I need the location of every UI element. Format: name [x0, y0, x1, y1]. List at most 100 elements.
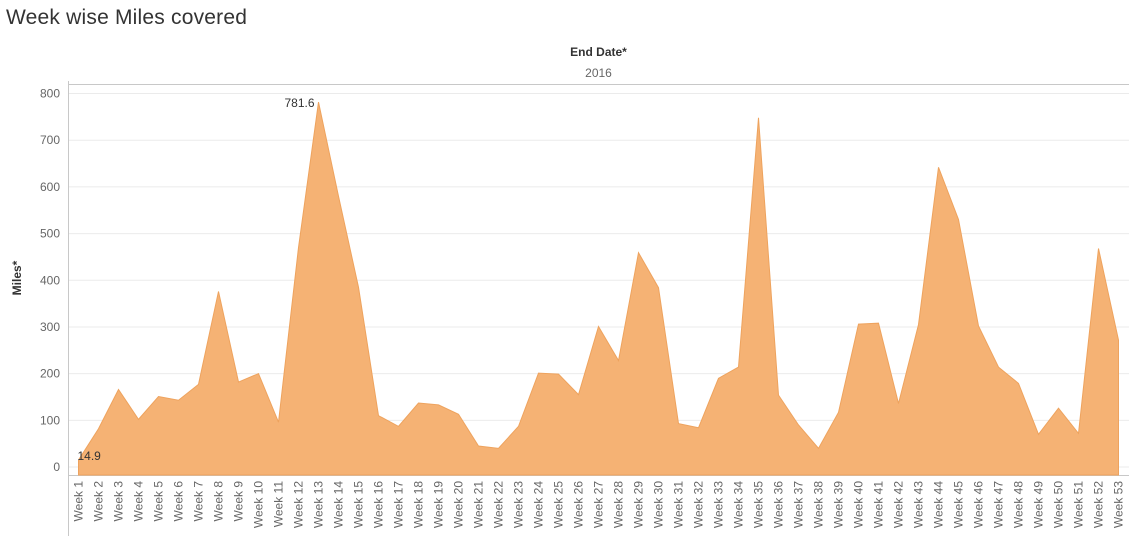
- data-point[interactable]: [316, 99, 322, 105]
- data-point[interactable]: [156, 394, 162, 400]
- y-tick-labels: 0 100 200 300 400 500 600 700 800: [40, 87, 60, 475]
- data-point[interactable]: [656, 285, 662, 291]
- x-tick-label: Week 2: [92, 481, 106, 522]
- data-point[interactable]: [696, 425, 702, 431]
- data-point[interactable]: [756, 115, 762, 121]
- data-point[interactable]: [236, 379, 242, 385]
- area-fill[interactable]: [78, 101, 1119, 476]
- data-point[interactable]: [1076, 430, 1082, 436]
- x-tick-label: Week 3: [112, 481, 126, 522]
- data-point[interactable]: [676, 421, 682, 427]
- data-point[interactable]: [516, 423, 522, 429]
- data-point[interactable]: [396, 423, 402, 429]
- data-point[interactable]: [256, 371, 262, 377]
- data-point[interactable]: [496, 445, 502, 451]
- data-point[interactable]: [576, 392, 582, 398]
- y-tick-label: 800: [40, 87, 60, 101]
- data-point[interactable]: [876, 320, 882, 326]
- x-tick-label: Week 52: [1092, 481, 1106, 528]
- data-point[interactable]: [336, 193, 342, 199]
- x-tick-label: Week 27: [592, 481, 606, 528]
- data-point[interactable]: [436, 402, 442, 408]
- data-label: 14.9: [78, 449, 102, 463]
- x-tick-label: Week 26: [572, 481, 586, 528]
- data-point[interactable]: [376, 413, 382, 419]
- data-point[interactable]: [896, 401, 902, 407]
- y-tick-label: 200: [40, 367, 60, 381]
- y-tick-label: 100: [40, 413, 60, 427]
- data-point[interactable]: [556, 371, 562, 377]
- x-tick-label: Week 36: [772, 481, 786, 528]
- data-point[interactable]: [996, 364, 1002, 370]
- x-tick-label: Week 25: [552, 481, 566, 528]
- data-point[interactable]: [356, 284, 362, 290]
- y-tick-label: 500: [40, 227, 60, 241]
- column-header-dimension: End Date*: [570, 45, 627, 59]
- x-tick-label: Week 30: [652, 481, 666, 528]
- data-point[interactable]: [416, 400, 422, 406]
- x-tick-label: Week 4: [132, 481, 146, 522]
- x-tick-label: Week 40: [852, 481, 866, 528]
- x-tick-label: Week 49: [1032, 481, 1046, 528]
- data-point[interactable]: [196, 381, 202, 387]
- data-point[interactable]: [176, 397, 182, 403]
- x-tick-label: Week 5: [152, 481, 166, 522]
- x-tick-label: Week 6: [172, 481, 186, 522]
- x-tick-label: Week 10: [252, 481, 266, 528]
- data-point[interactable]: [1116, 337, 1122, 343]
- x-tick-label: Week 29: [632, 481, 646, 528]
- data-point[interactable]: [456, 411, 462, 417]
- x-tick-label: Week 21: [472, 481, 486, 528]
- x-tick-label: Week 24: [532, 481, 546, 528]
- data-point[interactable]: [616, 358, 622, 364]
- data-point[interactable]: [116, 386, 122, 392]
- data-point[interactable]: [276, 419, 282, 425]
- x-tick-label: Week 8: [212, 481, 226, 522]
- x-tick-labels: Week 1 Week 2 Week 3 Week 4 Week 5 Week 6 Week…: [72, 481, 1126, 528]
- data-point[interactable]: [916, 322, 922, 328]
- data-point[interactable]: [936, 164, 942, 170]
- x-tick-label: Week 41: [872, 481, 886, 528]
- data-point[interactable]: [636, 250, 642, 256]
- data-point[interactable]: [216, 288, 222, 294]
- chart-title: Week wise Miles covered: [6, 6, 248, 29]
- data-point[interactable]: [956, 217, 962, 223]
- data-point[interactable]: [736, 364, 742, 370]
- x-tick-label: Week 47: [992, 481, 1006, 528]
- x-tick-label: Week 18: [412, 481, 426, 528]
- data-point[interactable]: [976, 323, 982, 329]
- y-tick-label: 700: [40, 133, 60, 147]
- x-tick-label: Week 15: [352, 481, 366, 528]
- data-point[interactable]: [796, 422, 802, 428]
- data-point[interactable]: [1036, 431, 1042, 437]
- data-point[interactable]: [776, 392, 782, 398]
- x-tick-label: Week 17: [392, 481, 406, 528]
- y-tick-label: 300: [40, 320, 60, 334]
- data-point[interactable]: [136, 416, 142, 422]
- data-point[interactable]: [476, 443, 482, 449]
- data-point[interactable]: [856, 321, 862, 327]
- y-axis-label: Miles*: [10, 260, 24, 295]
- y-tick-label: 0: [53, 460, 60, 474]
- x-tick-label: Week 42: [892, 481, 906, 528]
- x-tick-label: Week 53: [1112, 481, 1126, 528]
- data-point[interactable]: [816, 445, 822, 451]
- column-header-value: 2016: [585, 66, 612, 80]
- data-point[interactable]: [296, 245, 302, 251]
- x-tick-label: Week 44: [932, 481, 946, 528]
- area-series[interactable]: [76, 99, 1122, 476]
- x-tick-label: Week 9: [232, 481, 246, 522]
- data-point[interactable]: [96, 426, 102, 432]
- y-tick-label: 600: [40, 180, 60, 194]
- data-point[interactable]: [536, 370, 542, 376]
- data-point[interactable]: [1096, 246, 1102, 252]
- data-point[interactable]: [596, 323, 602, 329]
- data-point[interactable]: [716, 375, 722, 381]
- x-tick-label: Week 46: [972, 481, 986, 528]
- x-tick-label: Week 20: [452, 481, 466, 528]
- data-point[interactable]: [1016, 380, 1022, 386]
- data-point[interactable]: [836, 409, 842, 415]
- x-tick-label: Week 31: [672, 481, 686, 528]
- x-tick-label: Week 32: [692, 481, 706, 528]
- data-point[interactable]: [1056, 405, 1062, 411]
